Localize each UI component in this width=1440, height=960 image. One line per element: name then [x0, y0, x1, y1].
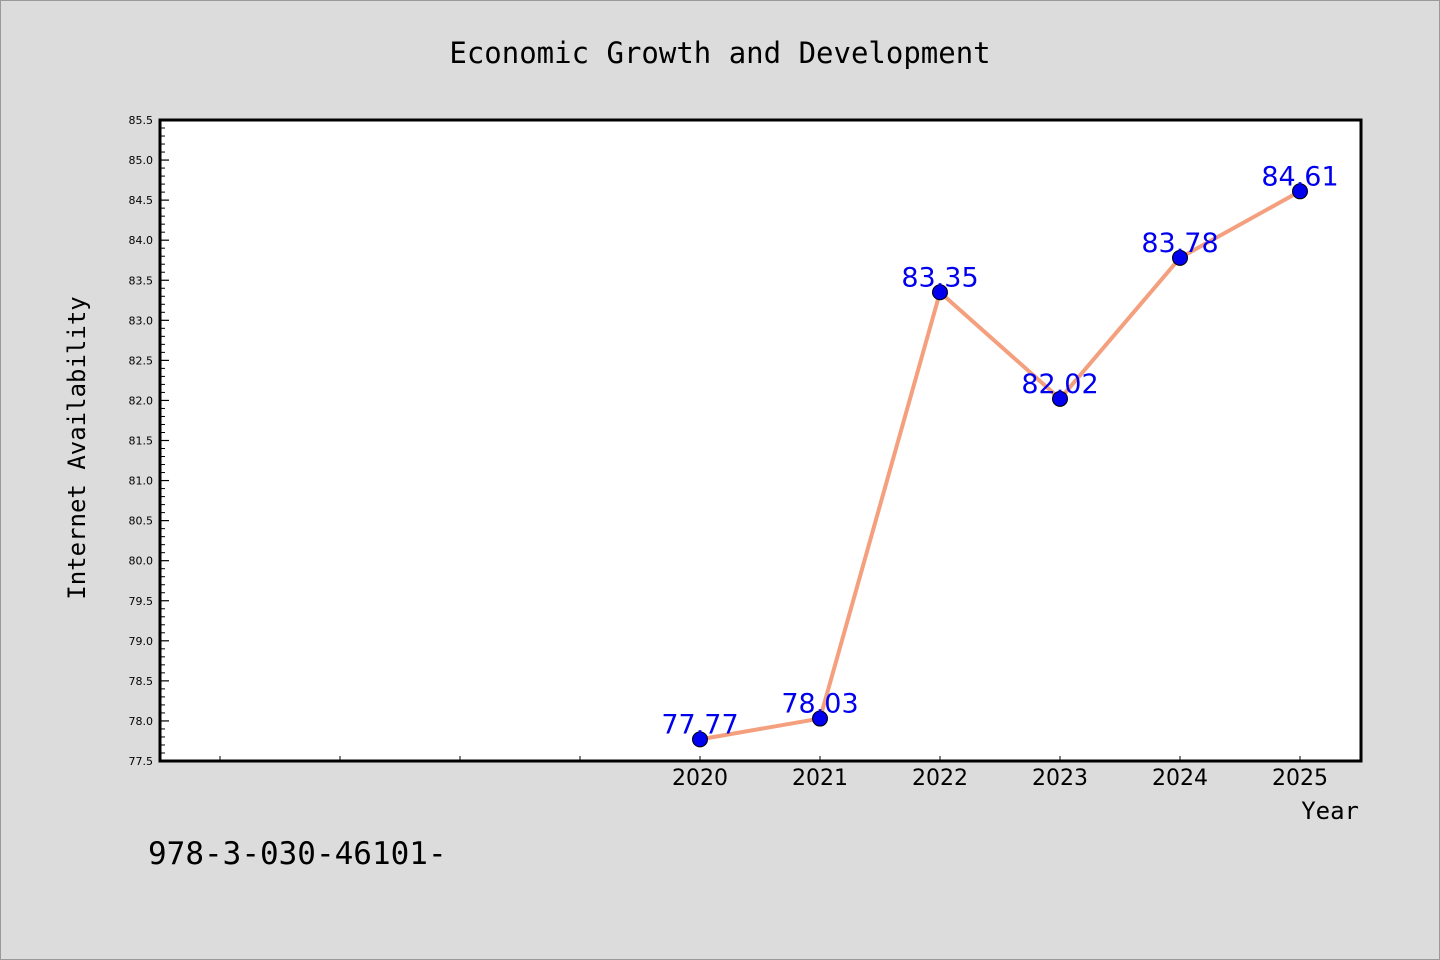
data-point-label: 82.02 [1021, 369, 1098, 400]
x-axis-label: Year [1301, 797, 1359, 825]
x-tick-label: 2022 [912, 766, 968, 791]
y-tick-label: 80.5 [129, 515, 154, 528]
y-tick-label: 78.0 [129, 715, 154, 728]
data-point-marker [932, 284, 948, 301]
data-point-marker [1292, 183, 1308, 200]
y-tick-label: 82.5 [129, 354, 154, 367]
y-tick-label: 77.5 [129, 755, 154, 768]
data-labels: 77.77 78.03 83.35 82.02 83.78 84.61 [661, 161, 1338, 740]
data-point-label: 84.61 [1261, 161, 1338, 192]
data-point-label: 83.78 [1141, 228, 1218, 259]
x-tick-label: 2023 [1032, 766, 1088, 791]
x-axis: 2020 2021 2022 2023 2024 2025 [219, 756, 1328, 791]
data-point-marker [1052, 390, 1068, 407]
y-tick-label: 85.0 [129, 154, 154, 167]
series-line [692, 183, 1308, 748]
y-tick-label: 79.5 [129, 595, 154, 608]
y-tick-label: 78.5 [129, 675, 154, 688]
y-axis-label: Internet Availability [63, 296, 91, 599]
chart-title: Economic Growth and Development [449, 36, 990, 70]
y-tick-label: 83.0 [129, 314, 154, 327]
y-axis: 77.5 78.0 78.5 79.0 79.5 80.0 80.5 81.0 81.5 82.0… [129, 114, 169, 768]
plot-area [158, 118, 1363, 763]
y-tick-label: 79.0 [129, 635, 154, 648]
data-point-marker [692, 731, 708, 748]
data-point-marker [1172, 249, 1188, 266]
y-tick-label: 84.0 [129, 234, 154, 247]
y-tick-label: 83.5 [129, 274, 154, 287]
data-point-marker [812, 710, 828, 727]
data-point-label: 78.03 [781, 689, 858, 720]
x-tick-label: 2024 [1152, 766, 1208, 791]
x-tick-label: 2020 [672, 766, 728, 791]
x-tick-label: 2021 [792, 766, 848, 791]
y-tick-label: 81.0 [129, 475, 154, 488]
y-tick-label: 82.0 [129, 394, 154, 407]
y-tick-label: 84.5 [129, 194, 154, 207]
y-tick-label: 81.5 [129, 435, 154, 448]
x-tick-label: 2025 [1272, 766, 1328, 791]
data-point-label: 77.77 [661, 709, 738, 740]
y-tick-label: 80.0 [129, 555, 154, 568]
data-point-label: 83.35 [901, 262, 978, 293]
y-tick-label: 85.5 [129, 114, 154, 127]
series-polyline [698, 189, 1302, 742]
footer-code: 978-3-030-46101- [148, 836, 447, 872]
